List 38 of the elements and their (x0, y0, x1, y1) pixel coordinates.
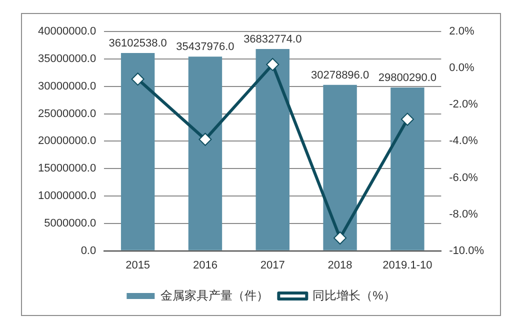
point (400, 112, 414, 126)
point (266, 58, 280, 71)
x-tick-label: 2016 (192, 259, 218, 272)
bar (390, 87, 424, 250)
y2-tick-label: -2.0% (449, 98, 478, 111)
bar (256, 48, 290, 250)
data-label: 30278896.0 (310, 69, 370, 82)
bar (120, 52, 155, 250)
data-label: 36102538.0 (108, 37, 167, 50)
y-tick-label: 40000000.0 (38, 26, 96, 38)
x-tick-label: 2019.1-10 (382, 259, 432, 272)
y2-tick-label: 0.0% (449, 62, 474, 74)
data-label: 35437976.0 (176, 41, 234, 54)
data-label: 36832774.0 (244, 33, 302, 46)
y2-tick-label: -4.0% (449, 135, 478, 148)
y-tick-label: 15000000.0 (38, 162, 96, 175)
bar (188, 56, 222, 250)
data-label: 29800290.0 (378, 72, 437, 84)
y-tick-label: 25000000.0 (38, 108, 96, 120)
y2-tick-label: 2.0% (449, 26, 474, 38)
x-tick-label: 2018 (328, 259, 352, 272)
y-tick-label: 35000000.0 (38, 53, 96, 66)
point (131, 72, 144, 86)
x-tick-label: 2015 (126, 259, 150, 272)
y2-tick-label: -10.0% (449, 244, 484, 257)
y-tick-label: 0.0 (80, 244, 96, 257)
y2-tick-label: -6.0% (449, 172, 478, 184)
x-tick-label: 2017 (260, 259, 285, 272)
legend-label: 同比增长（%） (312, 288, 396, 302)
point (198, 132, 212, 146)
y-tick-label: 20000000.0 (38, 135, 96, 148)
point (334, 232, 347, 245)
y-tick-label: 10000000.0 (38, 190, 96, 202)
y-tick-label: 30000000.0 (38, 80, 96, 92)
y-tick-label: 5000000.0 (44, 217, 96, 230)
bar (323, 84, 357, 250)
y2-tick-label: -8.0% (449, 208, 478, 220)
legend-label: 金属家具产量（件） (160, 288, 269, 302)
